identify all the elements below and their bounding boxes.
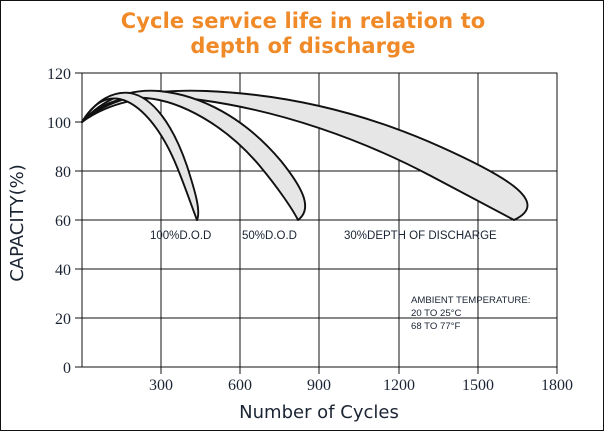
y-tick-0: 0 [63,360,71,377]
annotation-dod-100: 100%D.O.D [150,230,211,242]
x-tick-900: 900 [307,377,331,394]
chart-title: Cycle service life in relation to depth … [120,9,486,58]
y-axis-title: CAPACITY(%) [7,164,28,282]
band-dod-100 [81,91,200,221]
x-axis-title: Number of Cycles [239,402,399,423]
annotation-dod-30: 30%DEPTH OF DISCHARGE [344,230,497,242]
note-line-1: AMBIENT TEMPERATURE: [411,295,530,306]
x-tick-300: 300 [149,377,173,394]
note-line-3: 68 TO 77°F [411,321,460,332]
y-tick-120: 120 [47,66,71,83]
annotation-dod-50: 50%D.O.D [242,230,297,242]
y-tick-40: 40 [55,262,71,279]
x-tick-1200: 1200 [383,377,415,394]
x-tick-1500: 1500 [462,377,494,394]
x-axis: 300 600 900 1200 1500 1800 [149,367,573,394]
x-tick-1800: 1800 [541,377,573,394]
y-tick-80: 80 [55,164,71,181]
y-tick-20: 20 [55,311,71,328]
x-tick-600: 600 [228,377,252,394]
y-tick-60: 60 [55,213,71,230]
ambient-temperature-note: AMBIENT TEMPERATURE: 20 TO 25°C 68 TO 77… [411,295,530,332]
y-tick-100: 100 [47,115,71,132]
y-axis: 120 100 80 60 40 20 0 [47,66,82,377]
note-line-2: 20 TO 25°C [411,308,461,319]
